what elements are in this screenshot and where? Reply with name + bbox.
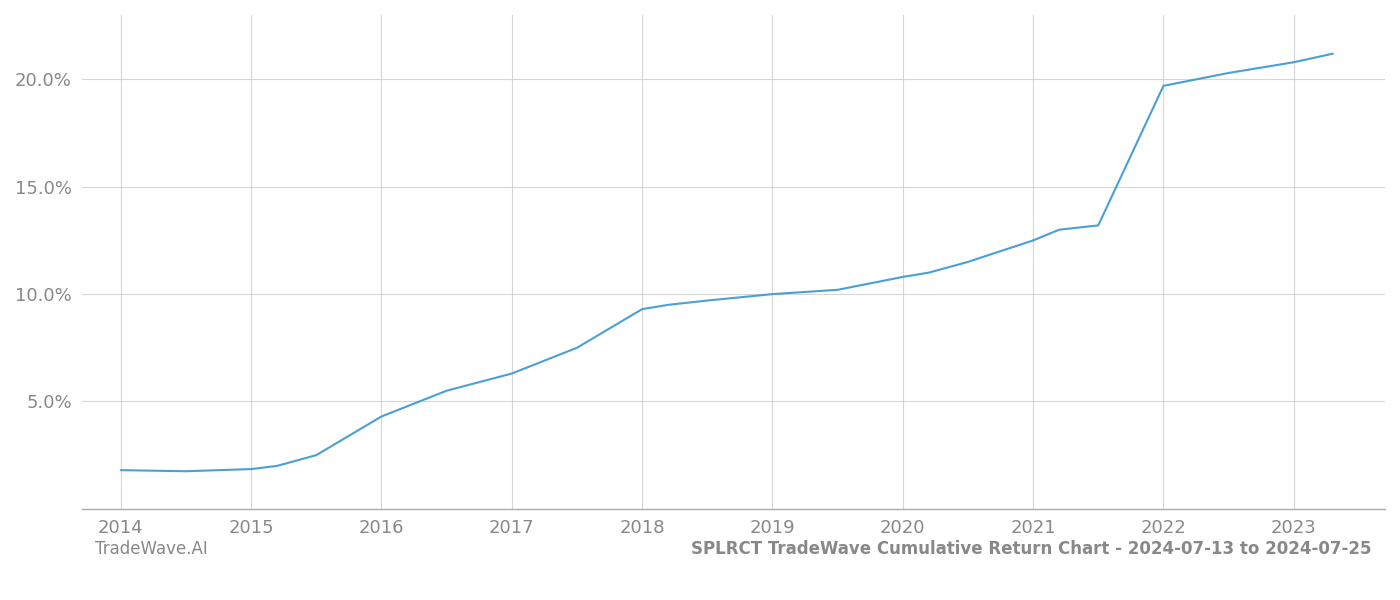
Text: SPLRCT TradeWave Cumulative Return Chart - 2024-07-13 to 2024-07-25: SPLRCT TradeWave Cumulative Return Chart… <box>692 540 1372 558</box>
Text: TradeWave.AI: TradeWave.AI <box>95 540 207 558</box>
